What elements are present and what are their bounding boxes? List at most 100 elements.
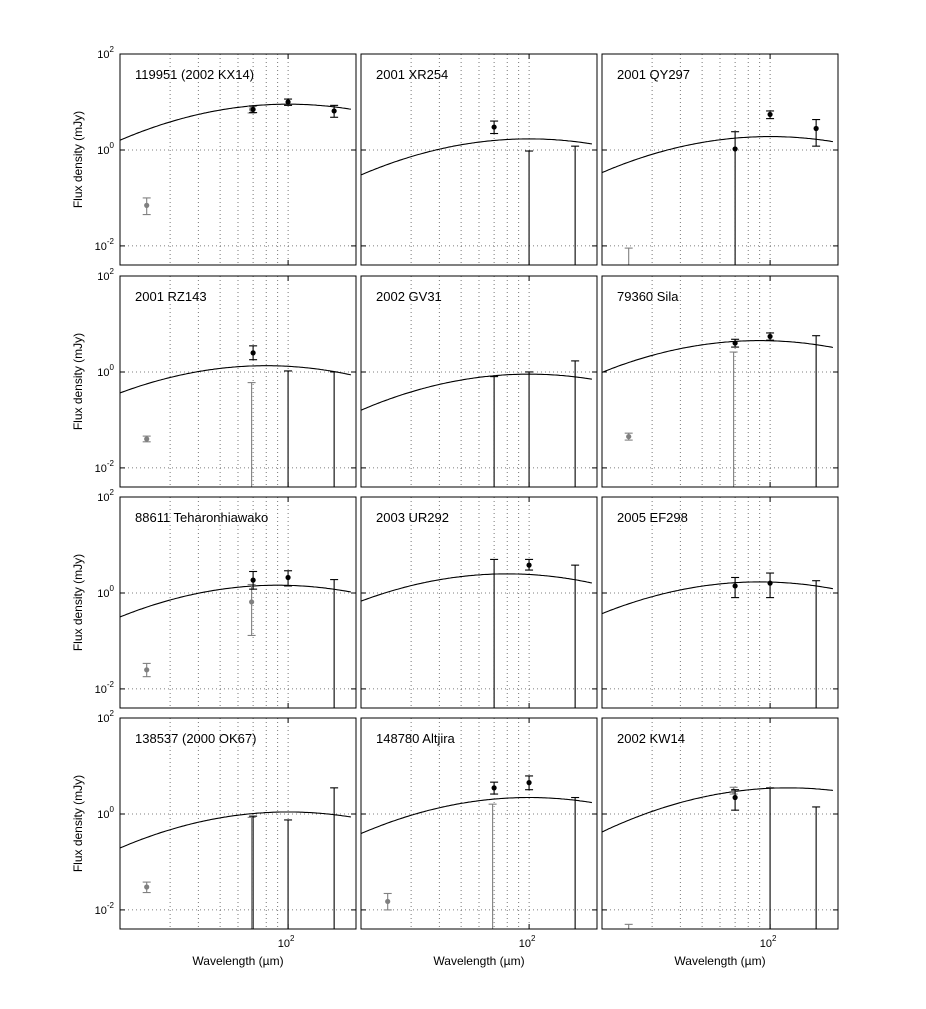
data-point (249, 599, 255, 605)
gridlines (120, 497, 356, 708)
panel-1: 119951 (2002 KX14) 102 100 10-2 (95, 45, 357, 266)
ytick-label: 102 (97, 709, 114, 725)
panel-11: 148780 Altjira 102 (360, 717, 598, 950)
data-point (526, 780, 532, 786)
data-point (144, 667, 150, 673)
plot-frame (601, 53, 839, 266)
ticks (361, 496, 597, 708)
data-point (250, 350, 256, 356)
plot-frame (360, 53, 598, 266)
gridlines (602, 497, 838, 708)
ytick-label: 10-2 (95, 237, 115, 253)
data-point (491, 785, 497, 791)
panel-8: 2003 UR292 (360, 496, 598, 709)
ytick-label: 102 (97, 488, 114, 504)
panel-title: 79360 Sila (617, 289, 679, 304)
data-point (250, 577, 256, 583)
ytick-label: 102 (97, 267, 114, 283)
data-point (767, 333, 773, 340)
model-curve (602, 340, 834, 373)
plot-frame (360, 275, 598, 488)
x-axis-label: Wavelength (µm) (192, 954, 283, 968)
panel-title: 2001 XR254 (376, 67, 448, 82)
plot-frame (119, 717, 357, 930)
ticks (120, 53, 356, 265)
panel-title: 88611 Teharonhiawako (135, 510, 268, 525)
panel-2: 2001 XR254 (360, 53, 598, 266)
panel-12: 2002 KW14 102 (601, 717, 839, 950)
gridlines (602, 54, 838, 265)
x-axis-label: Wavelength (µm) (674, 954, 765, 968)
data-point (732, 146, 738, 152)
gridlines (120, 54, 356, 265)
ticks (602, 275, 838, 487)
panel-5: 2002 GV31 (360, 275, 598, 488)
ytick-label: 10-2 (95, 459, 115, 475)
ticks (120, 496, 356, 708)
gridlines (361, 497, 597, 708)
model-curve (120, 811, 352, 849)
ticks (602, 496, 838, 708)
model-curve (120, 103, 351, 141)
ytick-label: 10-2 (95, 901, 115, 917)
ytick-label: 100 (97, 141, 114, 157)
ytick-label: 100 (97, 584, 114, 600)
ticks (120, 717, 356, 929)
data-point (491, 124, 497, 130)
data-point (732, 583, 738, 589)
panel-10: 138537 (2000 OK67) 102 100 10-2 102 (95, 709, 357, 950)
ticks (602, 717, 838, 929)
panel-title: 2003 UR292 (376, 510, 449, 525)
xtick-label: 102 (519, 934, 536, 950)
panel-title: 2001 QY297 (617, 67, 690, 82)
plot-frame (360, 496, 598, 709)
data-point (144, 436, 150, 442)
plot-frame (601, 717, 839, 930)
data-point (732, 794, 738, 801)
gridlines (361, 718, 597, 929)
ytick-label: 10-2 (95, 680, 115, 696)
data-point (732, 340, 738, 346)
panel-title: 2002 KW14 (617, 731, 685, 746)
plot-frame (601, 275, 839, 488)
gridlines (361, 54, 597, 265)
data-point (144, 884, 150, 890)
data-point (767, 580, 773, 586)
y-axis-label: Flux density (mJy) (71, 333, 85, 430)
xtick-label: 102 (278, 934, 295, 950)
plot-frame (119, 275, 357, 488)
panel-title: 119951 (2002 KX14) (135, 67, 254, 82)
model-curve (120, 584, 352, 618)
gridlines (361, 276, 597, 487)
gridlines (602, 276, 838, 487)
plot-frame (601, 496, 839, 709)
model-curve (361, 573, 593, 602)
y-axis-label: Flux density (mJy) (71, 554, 85, 651)
model-curve (602, 136, 833, 174)
ytick-label: 100 (97, 363, 114, 379)
ytick-label: 100 (97, 805, 114, 821)
model-curve (120, 365, 352, 394)
model-curve (361, 373, 593, 411)
ticks (361, 275, 597, 487)
data-point (813, 125, 819, 132)
plot-frame (360, 717, 598, 930)
panel-title: 138537 (2000 OK67) (135, 731, 256, 746)
panel-title: 148780 Altjira (376, 731, 456, 746)
gridlines (120, 276, 356, 487)
x-axis-label: Wavelength (µm) (433, 954, 524, 968)
panel-4: 2001 RZ143 102 100 10-2 (95, 267, 357, 488)
ticks (361, 53, 597, 265)
data-point (285, 99, 291, 105)
panel-9: 2005 EF298 (601, 496, 839, 709)
panel-3: 2001 QY297 (601, 53, 839, 266)
data-point (331, 108, 337, 114)
data-point (385, 898, 391, 905)
gridlines (120, 718, 356, 929)
xtick-label: 102 (760, 934, 777, 950)
data-point (767, 111, 773, 118)
ytick-label: 102 (97, 45, 114, 61)
panel-title: 2005 EF298 (617, 510, 688, 525)
data-point (626, 433, 632, 440)
